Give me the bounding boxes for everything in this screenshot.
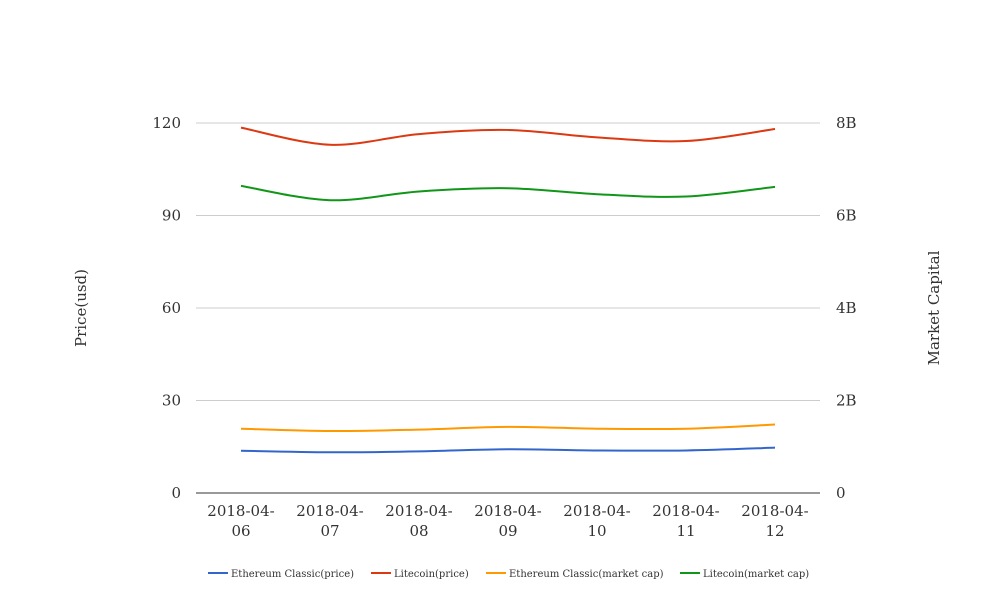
x-axis-ticks: 2018-04- 06 2018-04- 07 2018-04- 08 2018-04- 09… xyxy=(207,502,808,540)
series-lines xyxy=(240,126,776,454)
series-line-0 xyxy=(240,446,776,454)
left-tick-label: 0 xyxy=(171,484,181,502)
legend-item[interactable]: Litecoin(price) xyxy=(371,569,469,580)
x-tick-label: 2018-04- 06 xyxy=(207,502,274,540)
x-tick-label-line: 09 xyxy=(498,522,517,540)
left-tick-label: 60 xyxy=(162,299,181,317)
left-axis-ticks: 0 30 60 90 120 xyxy=(152,114,181,502)
gridlines xyxy=(196,122,820,494)
x-tick-label: 2018-04- 07 xyxy=(296,502,363,540)
x-tick-label-line: 07 xyxy=(320,522,339,540)
right-tick-label: 0 xyxy=(836,484,846,502)
x-tick-label-line: 2018-04- xyxy=(741,502,808,520)
legend-label: Ethereum Classic(price) xyxy=(231,569,354,580)
right-tick-label: 4B xyxy=(836,299,857,317)
legend: Ethereum Classic(price) Litecoin(price) Et… xyxy=(208,569,809,580)
x-tick-label-line: 12 xyxy=(765,522,784,540)
legend-item[interactable]: Ethereum Classic(market cap) xyxy=(486,569,664,580)
x-tick-label-line: 06 xyxy=(231,522,250,540)
x-tick-label-line: 11 xyxy=(676,522,695,540)
x-tick-label: 2018-04- 10 xyxy=(563,502,630,540)
x-tick-label: 2018-04- 08 xyxy=(385,502,452,540)
left-tick-label: 30 xyxy=(162,392,181,410)
right-axis-ticks: 0 2B 4B 6B 8B xyxy=(836,114,857,502)
right-tick-label: 6B xyxy=(836,207,857,225)
series-line-1 xyxy=(240,126,776,146)
x-tick-label: 2018-04- 11 xyxy=(652,502,719,540)
x-tick-label: 2018-04- 09 xyxy=(474,502,541,540)
x-tick-label-line: 2018-04- xyxy=(474,502,541,520)
legend-item[interactable]: Litecoin(market cap) xyxy=(680,569,809,580)
axes: 0 30 60 90 120 0 2B 4B 6B 8B 2018-04- 06 2018-04- 0… xyxy=(72,114,943,540)
x-tick-label-line: 2018-04- xyxy=(652,502,719,520)
legend-label: Litecoin(price) xyxy=(394,569,469,580)
legend-label: Litecoin(market cap) xyxy=(703,569,809,580)
left-tick-label: 90 xyxy=(162,207,181,225)
x-tick-label-line: 2018-04- xyxy=(207,502,274,520)
legend-label: Ethereum Classic(market cap) xyxy=(509,569,664,580)
left-axis-title: Price(usd) xyxy=(72,269,90,347)
series-line-2 xyxy=(240,423,776,433)
x-tick-label-line: 2018-04- xyxy=(563,502,630,520)
legend-item[interactable]: Ethereum Classic(price) xyxy=(208,569,354,580)
x-tick-label-line: 08 xyxy=(409,522,428,540)
right-axis-title: Market Capital xyxy=(925,250,943,365)
x-tick-label-line: 2018-04- xyxy=(385,502,452,520)
x-tick-label-line: 10 xyxy=(587,522,606,540)
left-tick-label: 120 xyxy=(152,114,181,132)
series-line-3 xyxy=(240,184,776,202)
x-tick-label-line: 2018-04- xyxy=(296,502,363,520)
right-tick-label: 2B xyxy=(836,392,857,410)
x-tick-label: 2018-04- 12 xyxy=(741,502,808,540)
right-tick-label: 8B xyxy=(836,114,857,132)
